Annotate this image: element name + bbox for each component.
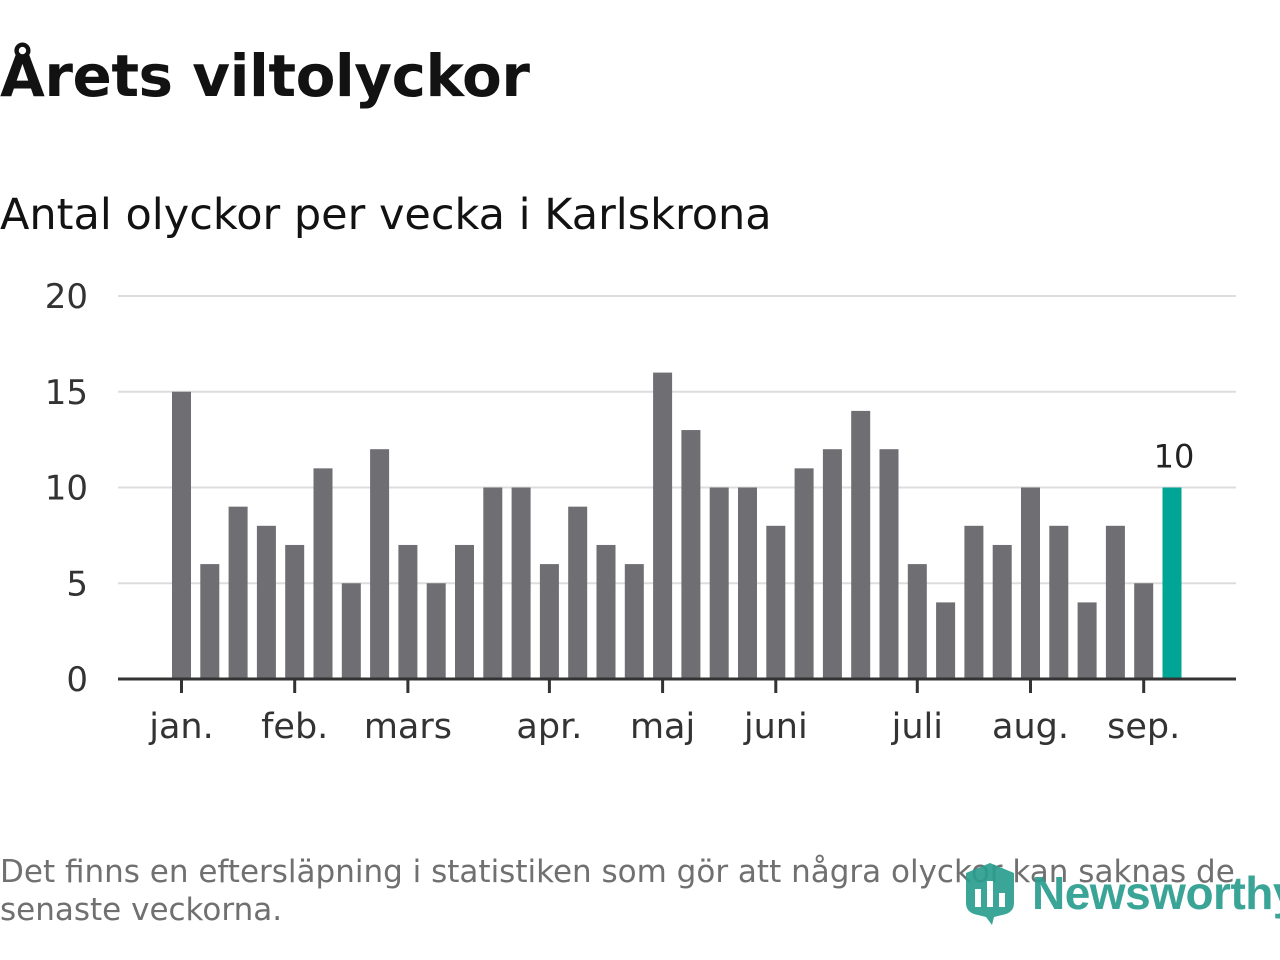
- bar: [172, 391, 191, 679]
- bar: [285, 544, 305, 679]
- bar: [341, 583, 361, 679]
- bar: [256, 525, 276, 679]
- y-tick-label-5: 5: [66, 564, 88, 604]
- x-tick-label-6: juni: [743, 707, 808, 747]
- x-tick-label-8: aug.: [992, 707, 1069, 747]
- bar: [709, 487, 729, 679]
- x-tick-label-4: apr.: [516, 707, 582, 747]
- bar: [964, 525, 984, 679]
- bar-highlight: [1162, 487, 1182, 679]
- x-tick-label-2: feb.: [261, 707, 328, 747]
- bar: [483, 487, 503, 679]
- x-tick-label-1: jan.: [148, 707, 213, 747]
- newsworthy-logo-icon: [966, 863, 1014, 925]
- bar: [596, 544, 616, 679]
- y-tick-label-10: 10: [45, 469, 88, 509]
- bar: [398, 544, 418, 679]
- newsworthy-logo: Newsworthy: [962, 858, 1280, 928]
- bar-chart: 0 5 10 15 20 10 jan. feb. mars apr. maj juni juli a…: [45, 277, 1236, 747]
- bar: [851, 410, 871, 679]
- bar: [794, 468, 814, 679]
- x-tick-label-3: mars: [364, 707, 452, 747]
- y-tick-label-15: 15: [45, 373, 88, 413]
- footnote: Det finns en eftersläpning i statistiken…: [0, 854, 1235, 928]
- newsworthy-logo-text: Newsworthy: [1032, 867, 1280, 919]
- bar: [992, 544, 1012, 679]
- bar: [624, 564, 644, 679]
- bar: [681, 430, 701, 679]
- x-axis: jan. feb. mars apr. maj juni juli aug. sep.: [118, 677, 1236, 747]
- bar: [1021, 487, 1040, 679]
- bar: [370, 449, 390, 679]
- x-tick-label-9: sep.: [1107, 707, 1180, 747]
- bars: 10: [172, 372, 1195, 679]
- bar: [879, 449, 899, 679]
- bar: [455, 544, 474, 679]
- bar: [907, 564, 927, 679]
- bar: [1105, 525, 1125, 679]
- bar: [822, 449, 842, 679]
- x-tick-label-7: juli: [891, 707, 943, 747]
- bar: [653, 372, 673, 679]
- bar: [200, 564, 220, 679]
- bar: [1077, 602, 1097, 679]
- bar: [738, 487, 757, 679]
- y-tick-label-0: 0: [66, 660, 88, 700]
- bar: [228, 506, 248, 679]
- x-tick-label-5: maj: [630, 707, 695, 747]
- bar: [426, 583, 446, 679]
- highlight-data-label: 10: [1154, 438, 1195, 476]
- bar: [568, 506, 588, 679]
- bar: [1049, 525, 1069, 679]
- y-tick-label-20: 20: [45, 277, 88, 317]
- chart-title: Årets viltolyckor: [0, 42, 530, 110]
- bar: [511, 487, 531, 679]
- bar: [766, 525, 786, 679]
- bar: [313, 468, 333, 679]
- chart-subtitle: Antal olyckor per vecka i Karlskrona: [0, 190, 772, 240]
- bar: [1134, 583, 1154, 679]
- bar: [936, 602, 956, 679]
- bar: [539, 564, 559, 679]
